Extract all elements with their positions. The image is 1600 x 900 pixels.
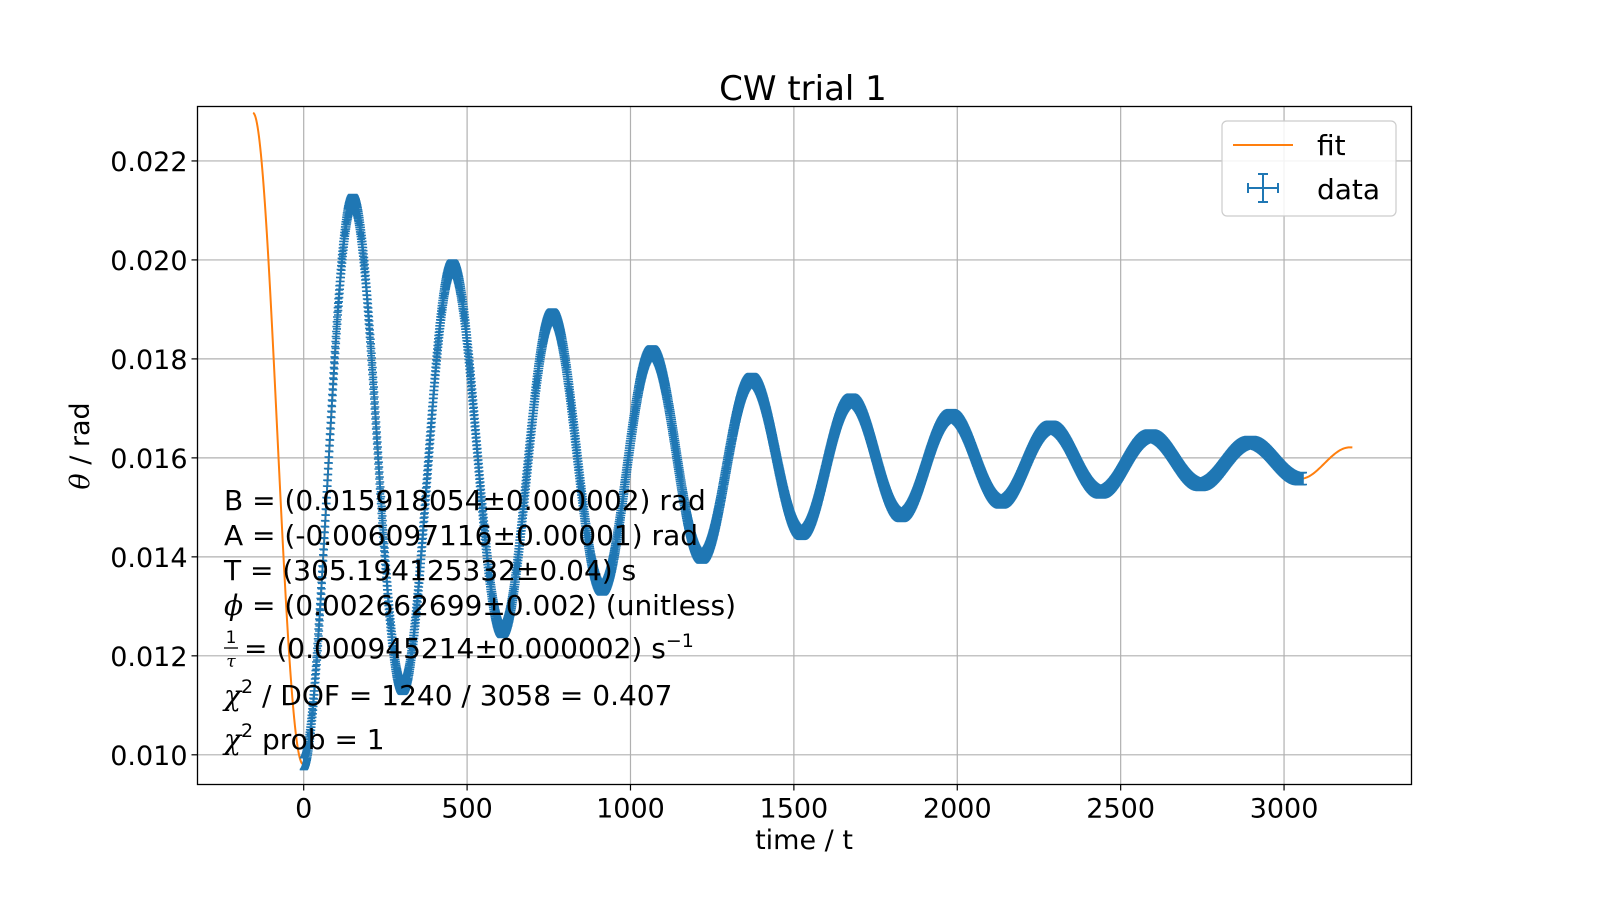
data-series	[299, 193, 1307, 771]
x-tick-label: 3000	[1250, 794, 1319, 825]
y-tick-label: 0.018	[110, 345, 187, 376]
x-tick-label: 0	[295, 794, 312, 825]
annotation-b: B = (0.015918054±0.000002) rad	[224, 484, 706, 517]
y-axis-label-symbol: θ	[65, 473, 96, 489]
x-axis-label: time / t	[755, 825, 853, 856]
annotation-t: T = (305.194125332±0.04) s	[223, 554, 636, 587]
annotation-chi2-prob: χ2 prob = 1	[222, 720, 385, 756]
chi2-prob-rest: prob = 1	[253, 723, 385, 756]
legend-fit-label: fit	[1317, 129, 1346, 162]
inv-tau-denominator: τ	[226, 652, 236, 672]
inv-tau-exponent: −1	[666, 630, 694, 652]
y-axis-label: θ / rad	[65, 402, 96, 489]
chart-title: CW trial 1	[719, 69, 887, 109]
fit-results-annotation: B = (0.015918054±0.000002) rad A = (-0.0…	[222, 484, 736, 756]
y-tick-label: 0.012	[110, 642, 187, 673]
phi-symbol: ϕ	[224, 589, 243, 622]
legend-data-label: data	[1317, 173, 1380, 206]
legend-data-marker	[1247, 173, 1279, 203]
chi-exponent: 2	[241, 720, 253, 742]
chi2-dof-rest: / DOF = 1240 / 3058 = 0.407	[253, 679, 672, 712]
plot-frame	[196, 105, 1413, 786]
fit-line	[252, 112, 1353, 766]
chi-symbol: χ	[222, 723, 243, 756]
phi-rest: = (0.002662699±0.002) (unitless)	[243, 589, 736, 622]
y-tick-label: 0.020	[110, 246, 187, 277]
annotation-inv-tau: = (0.000945214±0.000002) s−1	[244, 630, 694, 665]
x-tick-label: 1500	[760, 794, 829, 825]
y-tick-label: 0.022	[110, 147, 187, 178]
y-tick-label: 0.016	[110, 444, 187, 475]
x-tick-label: 2500	[1086, 794, 1155, 825]
x-tick-label: 2000	[923, 794, 992, 825]
data-errorbars	[299, 193, 1307, 771]
chi-symbol: χ	[222, 679, 243, 712]
legend: fit data	[1221, 120, 1397, 217]
fit-series	[252, 112, 1353, 766]
x-tick-label: 500	[441, 794, 493, 825]
inv-tau-numerator: 1	[226, 628, 237, 648]
y-tick-label: 0.010	[110, 741, 187, 772]
annotation-chi2-dof: χ2 / DOF = 1240 / 3058 = 0.407	[222, 676, 672, 712]
y-tick-label: 0.014	[110, 543, 187, 574]
x-axis-ticks: 0 500 1000 1500 2000 2500 3000	[295, 784, 1319, 825]
inv-tau-rest: = (0.000945214±0.000002) s	[244, 632, 666, 665]
x-tick-label: 1000	[596, 794, 665, 825]
grid	[197, 106, 1412, 785]
annotation-a: A = (-0.006097116±0.00001) rad	[224, 519, 698, 552]
y-axis-label-unit: / rad	[65, 402, 96, 473]
y-axis-ticks: 0.010 0.012 0.014 0.016 0.018 0.020 0.022	[110, 147, 198, 772]
chi-exponent: 2	[241, 676, 253, 698]
annotation-phi: ϕ = (0.002662699±0.002) (unitless)	[224, 589, 736, 622]
